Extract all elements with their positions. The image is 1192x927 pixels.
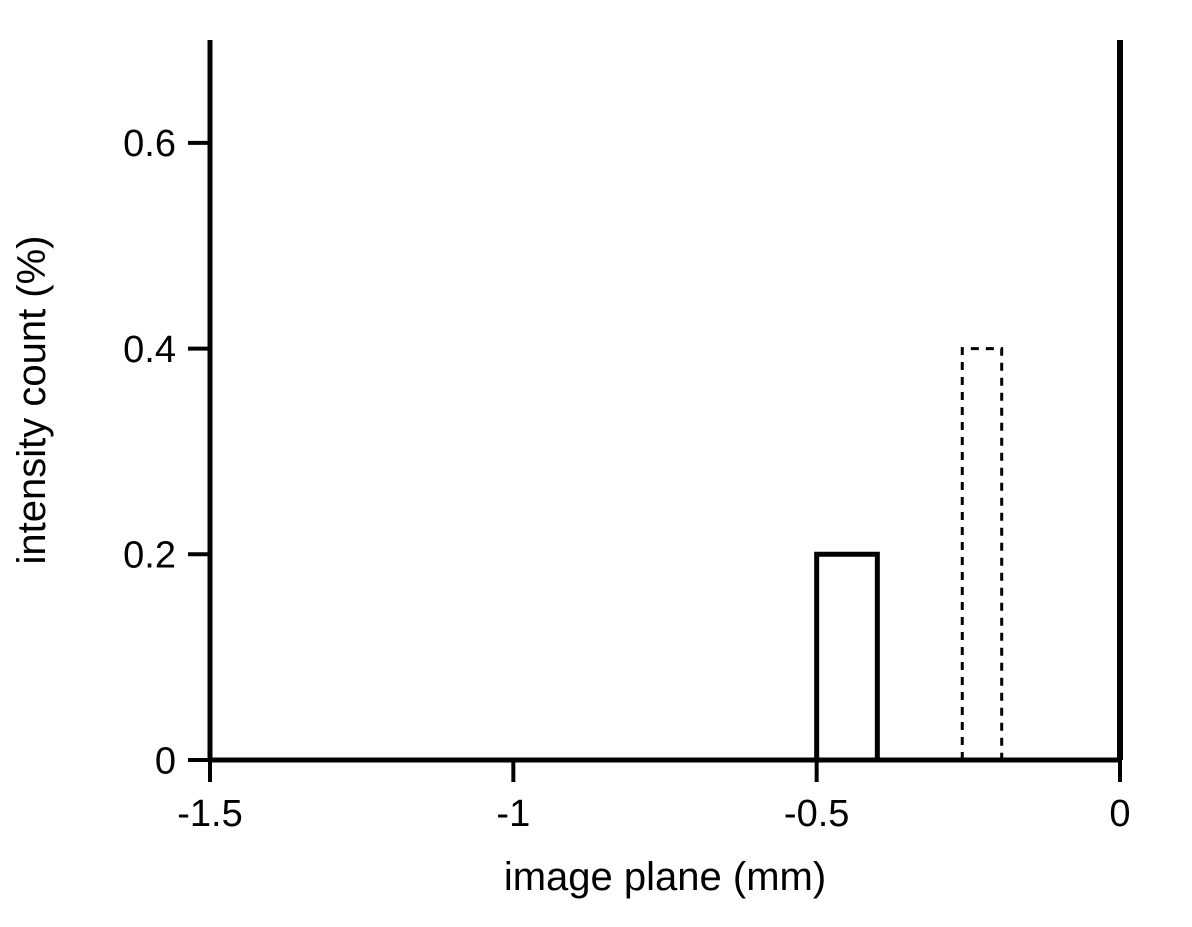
chart-background [0, 0, 1192, 927]
y-axis-label: intensity count (%) [10, 235, 54, 564]
y-tick-label: 0 [155, 740, 176, 782]
x-tick-label: -1.5 [177, 793, 242, 835]
y-tick-label: 0.6 [123, 123, 176, 165]
x-tick-label: 0 [1109, 793, 1130, 835]
y-tick-label: 0.4 [123, 329, 176, 371]
chart-svg: -1.5 -1 -0.5 0 0 0.2 0.4 0.6 image plane (mm) int… [0, 0, 1192, 927]
bar-chart: -1.5 -1 -0.5 0 0 0.2 0.4 0.6 image plane (mm) int… [0, 0, 1192, 927]
x-tick-label: -1 [496, 793, 530, 835]
x-axis-label: image plane (mm) [504, 855, 826, 899]
y-tick-label: 0.2 [123, 535, 176, 577]
x-tick-label: -0.5 [784, 793, 849, 835]
